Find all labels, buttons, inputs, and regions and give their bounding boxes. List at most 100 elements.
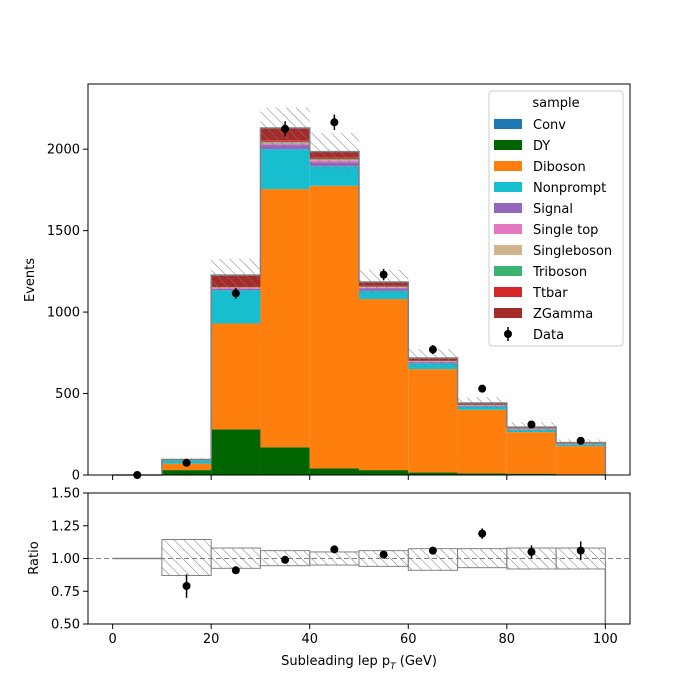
legend-label-5: Single top <box>533 223 598 238</box>
legend-label-7: Triboson <box>532 265 587 280</box>
data-point-1 <box>182 458 191 467</box>
legend-item-conv: Conv <box>494 118 566 133</box>
legend-item-zgamma: ZGamma <box>494 307 593 322</box>
ratio-y-axis-label: Ratio <box>27 541 42 574</box>
legend-label-0: Conv <box>533 118 566 133</box>
bar-dy-bin-7 <box>457 473 507 475</box>
main-ytick-label-3: 1500 <box>47 224 80 239</box>
bar-diboson-bin-8 <box>506 432 557 474</box>
bar-diboson-bin-9 <box>556 446 606 475</box>
main-ytick-label-0: 0 <box>72 469 80 484</box>
data-point-7 <box>478 384 487 393</box>
legend-label-6: Singleboson <box>533 244 612 259</box>
bar-nonprompt-bin-3 <box>260 149 310 190</box>
legend-title: sample <box>532 96 579 111</box>
legend-item-ttbar: Ttbar <box>494 286 568 301</box>
bar-dy-bin-4 <box>309 468 359 475</box>
legend-item-nonprompt: Nonprompt <box>494 181 606 196</box>
main-data-points <box>133 114 585 479</box>
ratio-x-ticks: 0 20 40 60 80 100 <box>108 624 618 647</box>
data-point-6 <box>428 345 437 354</box>
bar-dy-bin-3 <box>260 447 310 475</box>
legend-swatch-1 <box>494 140 522 150</box>
ratio-ytick-label-2: 1.00 <box>51 552 80 567</box>
legend-item-data: Data <box>504 327 564 343</box>
ratio-band-bin-4 <box>309 551 360 566</box>
bar-diboson-bin-1 <box>161 463 212 471</box>
data-point-9 <box>576 436 585 445</box>
ratio-data-points <box>182 528 585 598</box>
legend-swatch-0 <box>494 119 522 129</box>
ratio-point-3 <box>330 545 339 554</box>
main-panel: 0 500 1000 1500 2000 Events <box>23 83 631 484</box>
bar-dy-bin-1 <box>161 470 212 475</box>
xtick-label-1: 20 <box>203 632 220 647</box>
xtick-label-2: 40 <box>301 632 318 647</box>
bar-diboson-bin-7 <box>457 409 507 474</box>
data-point-4 <box>330 118 339 127</box>
ratio-ytick-label-0: 0.50 <box>51 618 80 633</box>
ratio-panel: 0.500.751.001.251.50 0 20 40 60 80 100 Ratio … <box>27 487 631 672</box>
legend-swatch-8 <box>494 287 522 297</box>
ratio-ytick-label-3: 1.25 <box>51 519 80 534</box>
bar-nonprompt-bin-4 <box>309 166 359 186</box>
legend-item-dy: DY <box>494 139 550 154</box>
ratio-band-bin-1 <box>161 539 212 577</box>
bar-diboson-bin-5 <box>359 299 409 471</box>
ratio-point-6 <box>478 529 487 538</box>
ratio-point-5 <box>428 546 437 555</box>
legend-label-9: ZGamma <box>533 307 593 322</box>
legend-swatch-4 <box>494 203 522 213</box>
main-stack-bars <box>161 127 606 475</box>
legend-label-2: Diboson <box>533 160 586 175</box>
ratio-ytick-label-1: 0.75 <box>51 585 80 600</box>
ratio-point-4 <box>379 550 388 559</box>
legend-label-data: Data <box>533 328 564 343</box>
legend-item-diboson: Diboson <box>494 160 586 175</box>
data-point-3 <box>281 124 290 133</box>
bar-dy-bin-8 <box>506 473 557 475</box>
x-axis-label: Subleading lep pT (GeV) <box>281 654 437 672</box>
legend-swatch-7 <box>494 266 522 276</box>
ratio-ytick-label-4: 1.50 <box>51 487 80 502</box>
main-ytick-label-4: 2000 <box>47 143 80 158</box>
ratio-y-ticks: 0.50 0.75 1.00 1.25 1.50 <box>51 487 88 633</box>
xtick-label-5: 100 <box>593 632 618 647</box>
bar-dy-bin-5 <box>359 470 409 475</box>
legend-swatch-6 <box>494 245 522 255</box>
legend-item-triboson: Triboson <box>494 265 587 280</box>
bar-diboson-bin-3 <box>260 189 310 448</box>
main-ytick-label-2: 1000 <box>47 306 80 321</box>
xtick-label-4: 80 <box>499 632 516 647</box>
bar-nonprompt-bin-5 <box>359 290 409 300</box>
legend-swatch-2 <box>494 161 522 171</box>
bar-diboson-bin-2 <box>211 323 261 430</box>
legend-item-singleboson: Singleboson <box>494 244 612 259</box>
bar-dy-bin-6 <box>408 472 458 475</box>
legend-swatch-5 <box>494 224 522 234</box>
legend-swatch-9 <box>494 308 522 318</box>
x-axis-label-unit: (GeV) <box>396 654 437 669</box>
ratio-point-1 <box>231 566 240 575</box>
legend-label-4: Signal <box>533 202 573 217</box>
legend-label-8: Ttbar <box>532 286 568 301</box>
legend-data-marker <box>504 330 512 338</box>
xtick-label-3: 60 <box>400 632 417 647</box>
bar-diboson-bin-4 <box>309 185 359 469</box>
main-y-axis-label: Events <box>23 258 38 302</box>
legend-items: Conv DY Diboson Nonprompt Signal Single top Si… <box>494 118 612 343</box>
legend-label-3: Nonprompt <box>533 181 606 196</box>
ratio-point-7 <box>527 547 536 556</box>
data-point-5 <box>379 270 388 279</box>
bar-diboson-bin-6 <box>408 369 458 473</box>
ratio-point-8 <box>576 546 585 555</box>
x-axis-label-main: Subleading lep p <box>281 654 390 669</box>
legend-item-signal: Signal <box>494 202 573 217</box>
x-axis-label-sub: T <box>390 662 397 672</box>
data-point-2 <box>231 289 240 298</box>
main-total-outline <box>112 127 607 476</box>
legend: sample Conv DY Diboson Nonprompt Signal Singl… <box>488 90 624 347</box>
ratio-point-2 <box>281 555 290 564</box>
bar-dy-bin-2 <box>211 429 261 475</box>
